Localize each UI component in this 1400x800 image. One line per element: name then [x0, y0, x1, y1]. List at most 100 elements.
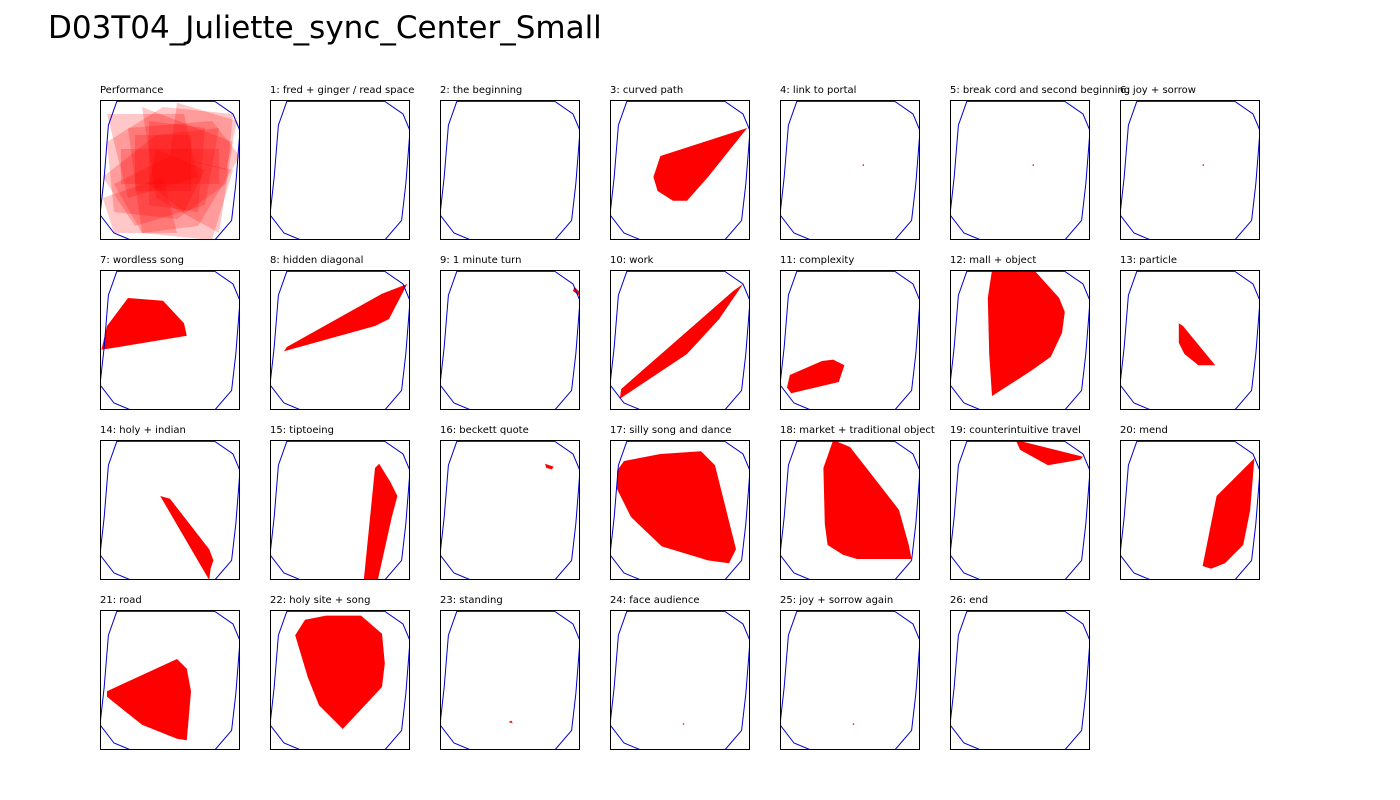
stage-boundary: [780, 270, 920, 410]
stage-boundary: [100, 100, 240, 240]
panel-title: 8: hidden diagonal: [270, 255, 364, 266]
chart-panel: 26: end: [950, 595, 1090, 750]
activity-area: [787, 359, 845, 394]
chart-panel: 23: standing: [440, 595, 580, 750]
chart-panel: 21: road: [100, 595, 240, 750]
chart-panel: 24: face audience: [610, 595, 750, 750]
activity-area: [107, 659, 191, 741]
chart-panel: 15: tiptoeing: [270, 425, 410, 580]
chart-panel: 3: curved path: [610, 85, 750, 240]
axes-frame: [270, 610, 410, 750]
activity-area: [823, 440, 912, 559]
chart-panel: 12: mall + object: [950, 255, 1090, 410]
panel-title: 18: market + traditional object: [780, 425, 935, 436]
axes-frame: [100, 270, 240, 410]
panel-title: 19: counterintuitive travel: [950, 425, 1081, 436]
panel-title: 9: 1 minute turn: [440, 255, 522, 266]
activity-area: [1015, 440, 1083, 466]
stage-boundary: [780, 610, 920, 750]
panel-title: 26: end: [950, 595, 989, 606]
panel-title: 1: fred + ginger / read space: [270, 85, 415, 96]
chart-panel: 22: holy site + song: [270, 595, 410, 750]
panel-title: 13: particle: [1120, 255, 1177, 266]
activity-area: [295, 615, 385, 729]
panel-title: 10: work: [610, 255, 654, 266]
stage-boundary: [440, 100, 580, 240]
activity-area: [987, 270, 1065, 396]
activity-area: [619, 284, 743, 399]
panel-plot: [780, 100, 920, 240]
chart-panel: 17: silly song and dance: [610, 425, 750, 580]
axes-frame: [780, 270, 920, 410]
stage-boundary: [440, 270, 580, 410]
panel-plot: [100, 270, 240, 410]
axes-frame: [1120, 270, 1260, 410]
panel-plot: [610, 270, 750, 410]
activity-area: [107, 114, 198, 198]
activity-area: [573, 286, 580, 296]
panel-title: 17: silly song and dance: [610, 425, 732, 436]
panel-title: Performance: [100, 85, 164, 96]
stage-boundary: [100, 440, 240, 580]
stage-boundary: [950, 270, 1090, 410]
panel-plot: [1120, 100, 1260, 240]
axes-frame: [1120, 440, 1260, 580]
panel-title: 4: link to portal: [780, 85, 857, 96]
activity-area: [1202, 458, 1255, 569]
panel-title: 5: break cord and second beginning: [950, 85, 1131, 96]
panel-title: 20: mend: [1120, 425, 1168, 436]
axes-frame: [610, 610, 750, 750]
chart-panel: 1: fred + ginger / read space: [270, 85, 414, 240]
stage-boundary: [270, 440, 410, 580]
axes-frame: [100, 440, 240, 580]
panel-plot: [1120, 270, 1260, 410]
axes-frame: [270, 440, 410, 580]
stage-boundary: [780, 440, 920, 580]
axes-frame: [950, 440, 1090, 580]
activity-area: [101, 298, 187, 350]
chart-panel: 19: counterintuitive travel: [950, 425, 1090, 580]
panel-title: 3: curved path: [610, 85, 684, 96]
axes-frame: [1120, 100, 1260, 240]
chart-panel: 16: beckett quote: [440, 425, 580, 580]
activity-area: [128, 121, 240, 233]
axes-frame: [270, 100, 410, 240]
axes-frame: [440, 440, 580, 580]
panel-title: 6: joy + sorrow: [1120, 85, 1196, 96]
axes-frame: [100, 610, 240, 750]
panel-plot: [100, 100, 240, 240]
activity-area: [508, 720, 513, 724]
chart-panel: 7: wordless song: [100, 255, 240, 410]
activity-area: [617, 451, 736, 564]
panel-plot: [1120, 440, 1260, 580]
activity-area: [862, 164, 864, 166]
chart-panel: 11: complexity: [780, 255, 920, 410]
chart-panel: 2: the beginning: [440, 85, 580, 240]
chart-panel: 25: joy + sorrow again: [780, 595, 920, 750]
page-title: D03T04_Juliette_sync_Center_Small: [48, 10, 602, 46]
stage-boundary: [610, 610, 750, 750]
axes-frame: [610, 100, 750, 240]
panel-title: 21: road: [100, 595, 142, 606]
panel-title: 2: the beginning: [440, 85, 523, 96]
panel-plot: [950, 610, 1090, 750]
stage-boundary: [270, 100, 410, 240]
stage-boundary: [1120, 440, 1260, 580]
chart-panel: 4: link to portal: [780, 85, 920, 240]
panel-title: 11: complexity: [780, 255, 855, 266]
stage-boundary: [100, 610, 240, 750]
axes-frame: [780, 610, 920, 750]
stage-boundary: [100, 270, 240, 410]
panel-title: 16: beckett quote: [440, 425, 529, 436]
activity-area: [142, 107, 233, 233]
chart-panel: 9: 1 minute turn: [440, 255, 580, 410]
axes-frame: [440, 270, 580, 410]
activity-area: [149, 121, 205, 212]
activity-area: [1032, 164, 1034, 166]
panel-plot: [270, 440, 410, 580]
stage-boundary: [950, 610, 1090, 750]
panel-plot: [270, 610, 410, 750]
panel-plot: [270, 100, 410, 240]
stage-boundary: [610, 100, 750, 240]
